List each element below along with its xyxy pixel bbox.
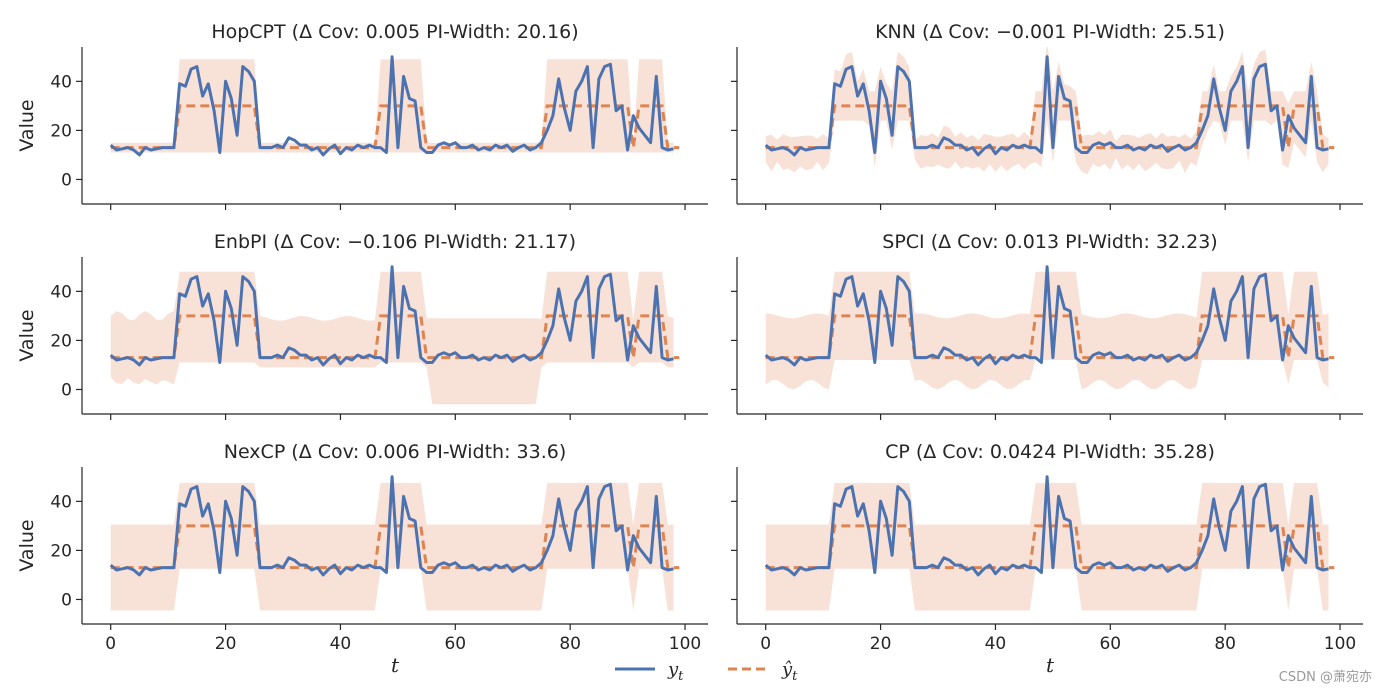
y-tick-label: 0 xyxy=(61,380,72,400)
x-tick-label: 100 xyxy=(669,634,701,654)
panel-title: SPCI (Δ Cov: 0.013 PI-Width: 32.23) xyxy=(882,231,1217,253)
panel-hopcpt: 0 20 40 Value HopCPT (Δ Cov: 0.005 PI-Width:… xyxy=(16,21,708,210)
prediction-interval-band xyxy=(110,59,674,153)
x-tick-label: 20 xyxy=(215,634,237,654)
panel-title: CP (Δ Cov: 0.0424 PI-Width: 35.28) xyxy=(885,441,1215,463)
watermark: CSDN @萧宛亦 xyxy=(1279,669,1372,685)
y-tick-label: 20 xyxy=(50,121,72,141)
prediction-interval-band xyxy=(110,482,674,611)
panel-cp: 0 20 40 60 80 100 CP (Δ Cov: 0.0424 PI-Width: … xyxy=(731,441,1363,654)
y-tick-label: 0 xyxy=(61,590,72,610)
series-y-line xyxy=(764,475,1329,577)
panel-spci: SPCI (Δ Cov: 0.013 PI-Width: 32.23) xyxy=(731,231,1363,420)
x-tick-label: 60 xyxy=(1099,634,1121,654)
y-tick-label: 40 xyxy=(50,282,72,302)
x-tick-label: 0 xyxy=(105,634,116,654)
panel-title: HopCPT (Δ Cov: 0.005 PI-Width: 20.16) xyxy=(211,21,578,43)
x-tick-label: 20 xyxy=(870,634,892,654)
x-tick-label: 80 xyxy=(1214,634,1236,654)
y-tick-label: 40 xyxy=(50,492,72,512)
y-axis-label: Value xyxy=(16,99,38,151)
series-y-line xyxy=(764,55,1329,157)
legend: yt ŷt xyxy=(615,659,798,684)
x-axis-label-right: t xyxy=(1046,653,1055,677)
y-tick-label: 40 xyxy=(50,72,72,92)
panel-nexcp: 0 20 40 0 20 40 60 80 100 Value NexCP (Δ Cov: 0.00… xyxy=(16,441,708,654)
y-tick-label: 0 xyxy=(61,170,72,190)
x-tick-label: 60 xyxy=(444,634,466,654)
panels: 0 20 40 Value HopCPT (Δ Cov: 0.005 PI-Width:… xyxy=(16,21,1363,654)
x-tick-label: 40 xyxy=(330,634,352,654)
series-y-line xyxy=(764,265,1329,367)
panel-title: NexCP (Δ Cov: 0.006 PI-Width: 33.6) xyxy=(224,441,567,463)
panel-knn: KNN (Δ Cov: −0.001 PI-Width: 25.51) xyxy=(731,21,1363,210)
panel-enbpi: 0 20 40 Value EnbPI (Δ Cov: −0.106 PI-Width:… xyxy=(16,231,708,420)
y-axis-label: Value xyxy=(16,519,38,571)
prediction-interval-band xyxy=(765,482,1329,611)
prediction-interval-band xyxy=(110,271,674,405)
x-axis-label-left: t xyxy=(391,653,400,677)
x-tick-label: 80 xyxy=(559,634,581,654)
y-tick-label: 20 xyxy=(50,331,72,351)
x-tick-label: 0 xyxy=(760,634,771,654)
y-tick-label: 20 xyxy=(50,541,72,561)
y-axis-label: Value xyxy=(16,309,38,361)
series-y-line xyxy=(109,265,674,367)
series-y-line xyxy=(109,55,674,157)
panel-title: EnbPI (Δ Cov: −0.106 PI-Width: 21.17) xyxy=(214,231,576,253)
series-y-line xyxy=(109,475,674,577)
x-tick-label: 100 xyxy=(1324,634,1356,654)
x-tick-label: 40 xyxy=(985,634,1007,654)
legend-label-yhat: ŷt xyxy=(781,659,798,684)
legend-label-y: yt xyxy=(667,659,684,684)
panel-title: KNN (Δ Cov: −0.001 PI-Width: 25.51) xyxy=(875,21,1225,43)
